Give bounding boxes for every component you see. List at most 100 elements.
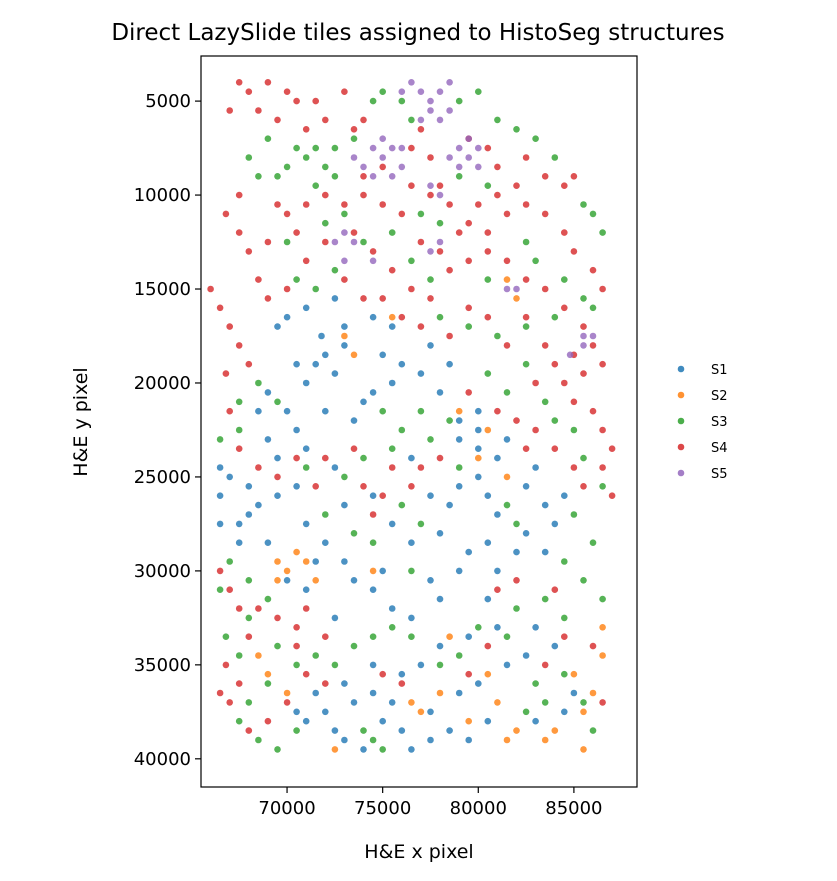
- point-S3-86: [589, 727, 597, 734]
- point-S1-81: [427, 492, 434, 500]
- point-S4-56: [522, 276, 530, 283]
- point-S3-36: [331, 266, 339, 274]
- point-S3-117: [494, 332, 501, 340]
- point-S1-41: [484, 595, 492, 603]
- point-S3-118: [522, 323, 530, 330]
- point-S5-4: [446, 79, 453, 86]
- point-S3-81: [274, 746, 281, 753]
- point-S4-99: [388, 464, 396, 471]
- point-S1-34: [484, 492, 492, 500]
- point-S3-54: [570, 426, 578, 434]
- point-S4-145: [322, 238, 329, 246]
- point-S1-2: [302, 379, 310, 387]
- point-S1-90: [235, 539, 243, 546]
- point-S3-116: [465, 323, 473, 330]
- point-S2-30: [580, 746, 587, 753]
- point-S5-26: [465, 135, 473, 142]
- point-S4-130: [551, 586, 559, 593]
- point-S1-56: [427, 736, 434, 744]
- point-S4-60: [589, 342, 597, 349]
- point-S1-94: [331, 614, 339, 622]
- point-S4-30: [283, 210, 291, 218]
- point-S3-38: [312, 285, 320, 293]
- point-S4-8: [274, 116, 281, 124]
- point-S3-9: [331, 173, 339, 180]
- point-S1-114: [494, 624, 501, 631]
- point-S4-105: [245, 633, 253, 640]
- point-S3-4: [331, 144, 339, 152]
- point-S1-67: [436, 642, 444, 650]
- point-S3-109: [513, 520, 520, 528]
- point-S1-3: [331, 370, 339, 377]
- point-S4-106: [255, 605, 262, 612]
- point-S4-57: [541, 285, 549, 293]
- point-S1-74: [427, 342, 434, 349]
- y-tick-label: 40000: [134, 749, 191, 770]
- point-S4-147: [360, 295, 367, 302]
- point-S1-89: [245, 483, 253, 490]
- point-S3-88: [561, 670, 568, 678]
- point-S1-69: [360, 398, 367, 406]
- point-S5-6: [436, 116, 444, 124]
- point-S1-85: [369, 492, 377, 500]
- point-S2-5: [341, 332, 348, 340]
- point-S1-7: [322, 407, 329, 415]
- point-S1-28: [436, 595, 444, 603]
- point-S4-28: [245, 248, 253, 255]
- point-S4-152: [551, 360, 559, 368]
- point-S4-31: [302, 201, 310, 208]
- point-S1-118: [532, 717, 539, 725]
- point-S3-30: [484, 276, 492, 283]
- y-tick-label: 5000: [145, 91, 191, 112]
- point-S4-95: [350, 445, 358, 453]
- point-S1-24: [379, 567, 387, 575]
- point-S3-77: [264, 680, 272, 687]
- point-S1-17: [274, 492, 281, 500]
- point-S4-97: [369, 511, 377, 518]
- point-S3-98: [222, 633, 230, 640]
- point-S4-157: [465, 670, 473, 678]
- point-S3-100: [245, 614, 253, 622]
- point-S1-105: [369, 313, 377, 321]
- point-S5-30: [341, 257, 348, 265]
- point-S4-92: [293, 454, 300, 462]
- point-S1-53: [379, 717, 387, 725]
- point-S2-25: [312, 577, 320, 584]
- point-S4-44: [541, 210, 549, 218]
- point-S1-120: [427, 708, 434, 716]
- point-S4-59: [580, 323, 587, 330]
- point-S4-132: [589, 642, 597, 650]
- point-S2-26: [369, 567, 377, 575]
- legend-label-S1: S1: [711, 363, 728, 378]
- point-S4-33: [341, 201, 348, 208]
- legend-marker-S4: [677, 443, 685, 451]
- point-S4-121: [436, 454, 444, 462]
- point-S1-64: [475, 680, 482, 687]
- point-S4-89: [235, 445, 243, 453]
- point-S3-5: [283, 163, 291, 171]
- x-tick-label: 85000: [545, 798, 602, 819]
- point-S4-93: [312, 483, 320, 490]
- point-S5-32: [427, 248, 434, 255]
- point-S4-107: [274, 614, 281, 622]
- point-S3-53: [551, 417, 559, 424]
- point-S1-86: [341, 501, 348, 509]
- point-S4-12: [360, 116, 367, 124]
- point-S4-101: [417, 464, 425, 471]
- point-S3-123: [264, 135, 272, 142]
- point-S3-122: [245, 154, 253, 161]
- point-S4-4: [293, 97, 300, 105]
- point-S4-25: [235, 191, 243, 199]
- point-S3-80: [255, 736, 262, 744]
- point-S4-84: [503, 342, 511, 349]
- point-S5-19: [398, 144, 406, 152]
- point-S1-21: [341, 558, 348, 565]
- point-S4-32: [322, 191, 329, 199]
- point-S4-140: [494, 191, 501, 199]
- point-S4-110: [322, 633, 329, 640]
- point-S1-100: [274, 323, 281, 330]
- point-S4-13: [350, 126, 358, 133]
- point-S4-149: [589, 266, 597, 274]
- point-S1-23: [369, 586, 377, 593]
